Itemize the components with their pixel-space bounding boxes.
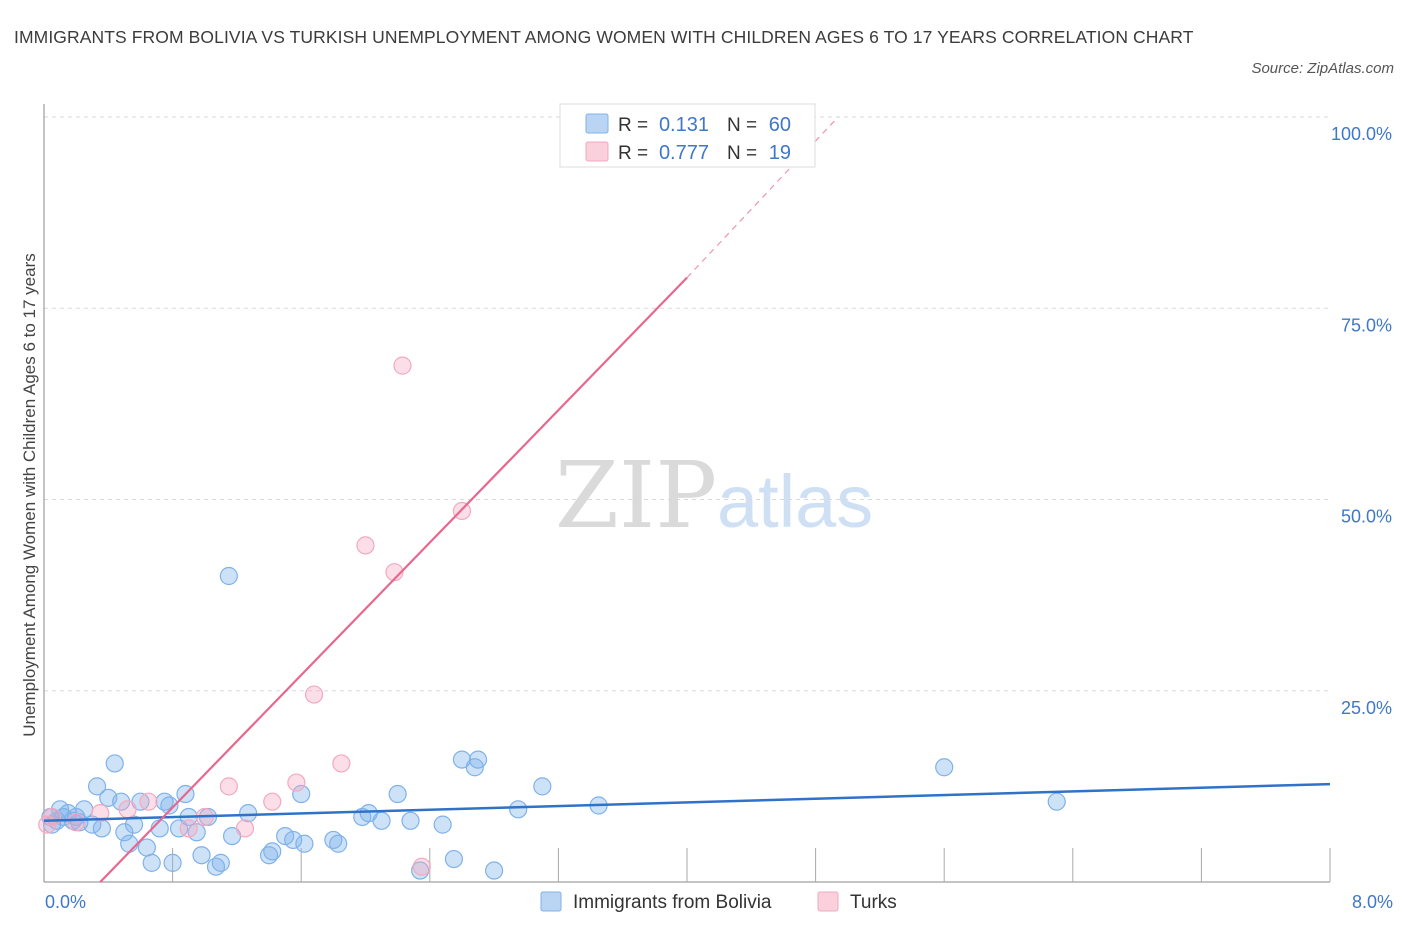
point-turks: [393, 356, 412, 375]
point-turks: [179, 819, 198, 838]
point-bolivia: [1047, 792, 1066, 811]
point-bolivia: [211, 853, 230, 872]
point-turks: [67, 813, 86, 832]
series-legend-swatch-bolivia: [540, 891, 562, 912]
point-bolivia: [935, 758, 954, 777]
point-bolivia: [372, 811, 391, 830]
point-bolivia: [533, 777, 552, 796]
series-bolivia-points: [41, 566, 1066, 880]
point-bolivia: [401, 811, 420, 830]
point-bolivia: [124, 815, 144, 834]
point-turks: [385, 563, 404, 582]
point-bolivia: [105, 754, 124, 773]
point-turks: [219, 777, 238, 796]
point-turks: [356, 536, 375, 555]
series-legend-label-bolivia: Immigrants from Bolivia: [573, 892, 772, 913]
point-bolivia: [163, 853, 182, 872]
point-turks: [118, 800, 137, 819]
point-turks: [332, 754, 351, 773]
point-bolivia: [142, 853, 161, 872]
x-tick-label-min: 0.0%: [45, 892, 86, 912]
trend-lines: [43, 116, 1331, 883]
series-turks-points: [38, 356, 472, 876]
chart-title: IMMIGRANTS FROM BOLIVIA VS TURKISH UNEMP…: [14, 27, 1194, 47]
point-bolivia: [150, 819, 169, 838]
point-bolivia: [120, 834, 139, 853]
point-bolivia: [468, 750, 488, 769]
point-turks: [287, 773, 306, 792]
legend-n-value-1: 60: [769, 114, 791, 136]
point-turks: [235, 819, 255, 838]
point-turks: [42, 807, 62, 827]
point-bolivia: [192, 846, 211, 865]
legend-swatch-turks: [585, 141, 609, 162]
point-bolivia: [219, 566, 238, 586]
point-bolivia: [284, 830, 303, 850]
legend-r-label-1: R =: [618, 115, 648, 136]
y-axis-label: Unemployment Among Women with Children A…: [20, 253, 39, 737]
series-legend-swatch-turks: [817, 891, 839, 912]
point-bolivia: [509, 800, 528, 819]
x-tick-label-max: 8.0%: [1352, 892, 1393, 912]
y-tick-labels: 100.0% 75.0% 50.0% 25.0%: [1331, 124, 1392, 718]
legend-n-label-1: N =: [727, 115, 757, 136]
trend-line-bolivia: [43, 782, 1331, 823]
legend-r-value-1: 0.131: [659, 114, 709, 136]
point-bolivia: [485, 861, 504, 880]
point-bolivia: [292, 784, 311, 804]
trend-line-turks: [99, 276, 688, 883]
legend-n-value-2: 19: [769, 142, 791, 164]
point-bolivia: [444, 849, 464, 869]
legend-n-label-2: N =: [727, 143, 757, 164]
legend-swatch-bolivia: [585, 113, 609, 134]
watermark-zip: ZIP: [555, 442, 717, 549]
grid-lines: [44, 116, 1330, 692]
x-tick-labels: 0.0% 8.0%: [45, 892, 1393, 912]
watermark-atlas: atlas: [717, 460, 873, 543]
point-bolivia: [433, 815, 452, 834]
point-bolivia: [160, 796, 179, 815]
point-bolivia: [263, 842, 282, 861]
point-bolivia: [388, 784, 407, 804]
point-bolivia: [115, 823, 134, 842]
series-legend-label-turks: Turks: [850, 892, 897, 913]
legend-r-value-2: 0.777: [659, 142, 709, 164]
series-legend: Immigrants from Bolivia Turks: [540, 891, 897, 913]
y-tick-label: 25.0%: [1341, 698, 1392, 718]
point-bolivia: [295, 834, 314, 853]
point-turks: [91, 804, 110, 823]
point-turks: [263, 792, 282, 811]
point-bolivia: [87, 777, 107, 796]
point-bolivia: [92, 819, 111, 838]
x-ticks: [172, 848, 1331, 882]
point-turks: [304, 685, 324, 704]
y-tick-label: 100.0%: [1331, 124, 1392, 144]
point-bolivia: [329, 834, 348, 853]
point-bolivia: [239, 804, 258, 823]
y-tick-label: 75.0%: [1341, 315, 1392, 335]
legend-r-label-2: R =: [618, 143, 648, 164]
stats-legend: R = 0.131 N = 60 R = 0.777 N = 19: [559, 103, 816, 168]
trend-line-turks-extension: [686, 116, 839, 279]
chart-source: Source: ZipAtlas.com: [1251, 60, 1394, 77]
point-turks: [412, 857, 431, 876]
point-turks: [139, 792, 158, 811]
y-tick-label: 50.0%: [1341, 507, 1392, 527]
